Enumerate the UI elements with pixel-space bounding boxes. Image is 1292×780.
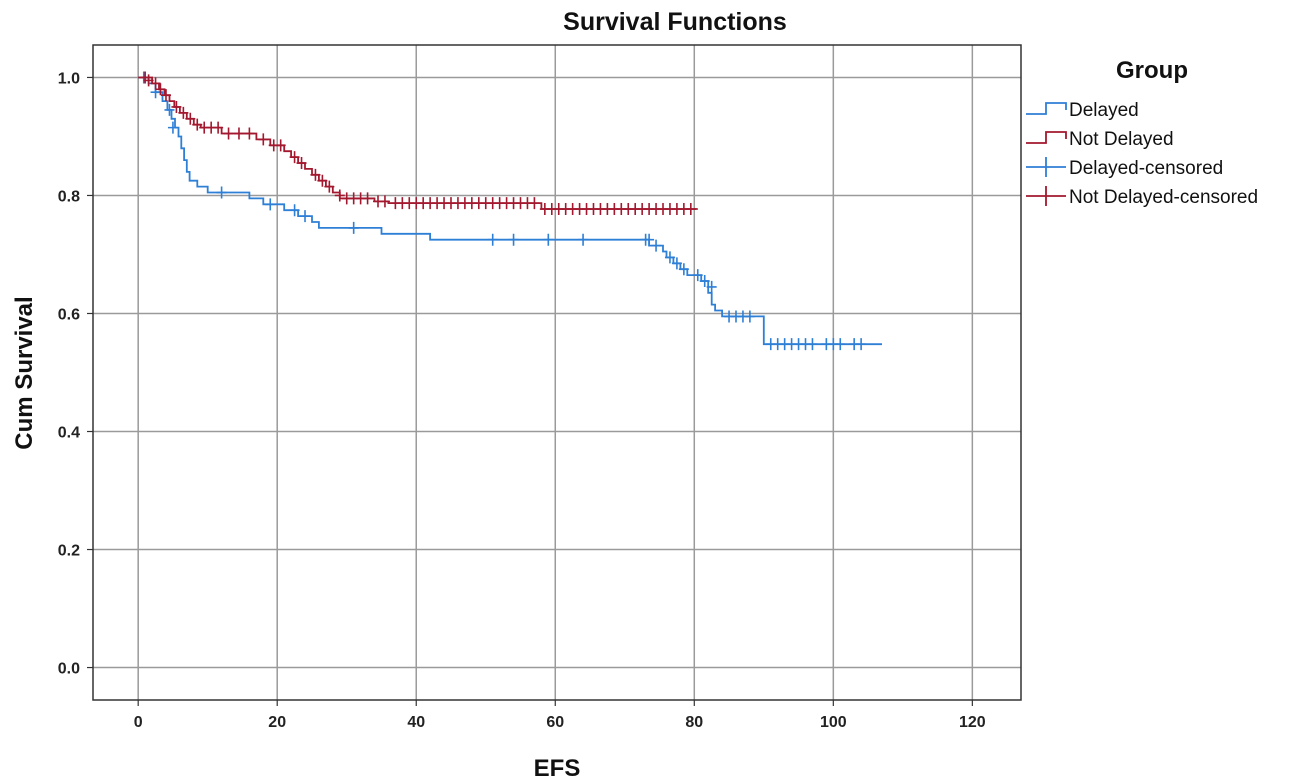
censored-mark: [678, 263, 689, 276]
censored-mark: [213, 121, 224, 134]
series-delayed: [138, 71, 882, 351]
censored-mark: [685, 203, 696, 216]
plot-frame: [92, 44, 1022, 701]
legend-item: Not Delayed: [1026, 129, 1174, 150]
censored-mark: [706, 280, 717, 293]
x-axis-ticks: 0 20 40 60 80 100 120: [134, 700, 986, 731]
censored-mark: [233, 127, 244, 140]
series-layer: [138, 71, 882, 351]
censored-mark: [317, 174, 328, 187]
censored-mark: [529, 197, 540, 210]
censored-mark: [164, 103, 175, 116]
y-axis-ticks: 0.0 0.2 0.4 0.6 0.8 1.0: [58, 70, 93, 678]
legend-label: Delayed-censored: [1069, 158, 1223, 179]
censored-mark: [296, 157, 307, 170]
x-tick-label: 100: [820, 714, 847, 731]
x-tick-label: 40: [407, 714, 425, 731]
legend: Group Delayed Not Delayed Delayed-censored…: [1026, 57, 1258, 208]
censored-mark: [362, 192, 373, 205]
censored-mark: [348, 221, 359, 234]
censored-mark: [699, 275, 710, 288]
censored-mark: [216, 186, 227, 199]
censored-mark: [487, 233, 498, 246]
censored-mark: [379, 195, 390, 208]
censored-mark: [192, 118, 203, 131]
censored-mark: [143, 74, 154, 87]
x-tick-label: 60: [546, 714, 564, 731]
censored-mark: [543, 233, 554, 246]
y-tick-label: 0.6: [58, 306, 80, 323]
legend-title: Group: [1116, 57, 1188, 84]
x-tick-label: 120: [959, 714, 986, 731]
legend-label: Not Delayed: [1069, 129, 1174, 150]
x-axis-title: EFS: [534, 755, 581, 780]
censored-mark: [223, 127, 234, 140]
survival-step-line: [138, 76, 882, 346]
censored-mark: [300, 210, 311, 223]
y-axis-title: Cum Survival: [11, 296, 38, 449]
censored-mark: [150, 77, 161, 90]
legend-item: Delayed: [1026, 100, 1139, 121]
censored-mark: [578, 233, 589, 246]
series-not-delayed: [138, 71, 698, 216]
legend-label: Not Delayed-censored: [1069, 187, 1258, 208]
censored-mark: [258, 133, 269, 146]
censored-mark: [644, 233, 655, 246]
legend-step-symbol: [1026, 102, 1067, 115]
censored-mark: [807, 338, 818, 351]
y-tick-label: 0.4: [58, 425, 80, 442]
legend-item: Delayed-censored: [1026, 157, 1223, 179]
censored-mark: [289, 204, 300, 217]
censored-mark: [244, 127, 255, 140]
censored-mark: [744, 310, 755, 323]
chart-title: Survival Functions: [563, 8, 787, 36]
censored-mark: [334, 189, 345, 202]
censored-mark: [310, 168, 321, 181]
censored-mark: [664, 251, 675, 264]
y-tick-label: 1.0: [58, 70, 80, 87]
legend-label: Delayed: [1069, 100, 1139, 121]
censored-mark: [265, 198, 276, 211]
legend-item: Not Delayed-censored: [1026, 186, 1258, 208]
censored-mark: [671, 257, 682, 270]
x-tick-label: 20: [268, 714, 286, 731]
censored-mark: [178, 106, 189, 119]
censored-mark: [160, 89, 171, 102]
y-tick-label: 0.0: [58, 661, 80, 678]
legend-step-symbol: [1026, 131, 1067, 144]
censored-mark: [835, 338, 846, 351]
censored-mark: [171, 100, 182, 113]
x-tick-label: 80: [685, 714, 703, 731]
censored-mark: [155, 83, 166, 96]
censored-mark: [275, 139, 286, 152]
censored-mark: [508, 233, 519, 246]
censored-mark: [856, 338, 867, 351]
censored-mark: [324, 180, 335, 193]
legend-items: Delayed Not Delayed Delayed-censored Not De…: [1026, 100, 1258, 208]
y-tick-label: 0.2: [58, 543, 80, 560]
censored-mark: [651, 239, 662, 252]
gridlines: [93, 45, 1021, 700]
censored-mark: [185, 112, 196, 125]
y-tick-label: 0.8: [58, 188, 80, 205]
censored-mark: [692, 269, 703, 282]
legend-censor-symbol: [1026, 157, 1066, 177]
censored-mark: [289, 151, 300, 164]
legend-censor-symbol: [1026, 186, 1066, 206]
x-tick-label: 0: [134, 714, 143, 731]
censored-mark: [167, 121, 178, 134]
